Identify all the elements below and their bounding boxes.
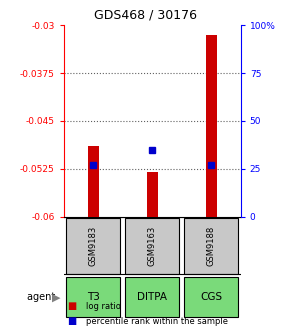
- Bar: [88, 146, 99, 217]
- Text: ■: ■: [67, 316, 76, 326]
- Bar: [206, 35, 217, 217]
- Text: GSM9183: GSM9183: [89, 226, 98, 266]
- Text: ▶: ▶: [52, 292, 61, 302]
- FancyBboxPatch shape: [184, 218, 238, 274]
- Text: ■: ■: [67, 301, 76, 311]
- Text: T3: T3: [87, 292, 100, 302]
- Text: GDS468 / 30176: GDS468 / 30176: [93, 8, 197, 22]
- Bar: [147, 172, 157, 217]
- FancyBboxPatch shape: [184, 277, 238, 318]
- FancyBboxPatch shape: [125, 218, 180, 274]
- Text: agent: agent: [27, 292, 58, 302]
- FancyBboxPatch shape: [66, 218, 120, 274]
- Text: DITPA: DITPA: [137, 292, 167, 302]
- FancyBboxPatch shape: [125, 277, 180, 318]
- Text: GSM9188: GSM9188: [207, 226, 216, 266]
- Text: CGS: CGS: [200, 292, 222, 302]
- Text: log ratio: log ratio: [86, 302, 120, 311]
- Text: GSM9163: GSM9163: [148, 226, 157, 266]
- FancyBboxPatch shape: [66, 277, 120, 318]
- Text: percentile rank within the sample: percentile rank within the sample: [86, 317, 228, 326]
